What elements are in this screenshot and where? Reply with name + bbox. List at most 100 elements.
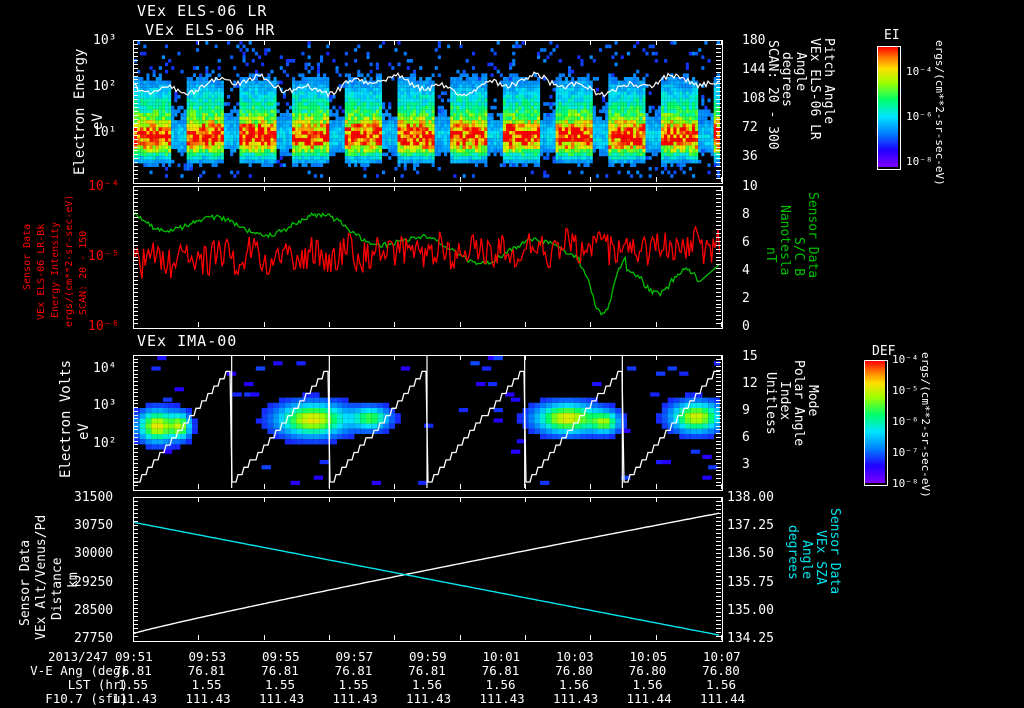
panel3-plot-area — [133, 355, 723, 491]
panel3-minor-tick — [716, 477, 721, 479]
panel1-minor-tick — [716, 154, 721, 156]
panel4-minor-tick — [133, 564, 138, 566]
panel1-minor-tick — [716, 87, 721, 89]
panel4-minor-tick — [716, 632, 721, 634]
panel4-minor-tick — [133, 600, 138, 602]
panel2-minor-tick — [133, 319, 138, 321]
colorbar-ei-title: EI — [884, 28, 900, 43]
panel3-minor-tick — [133, 388, 138, 390]
panel1-minor-tick — [133, 162, 138, 164]
panel1-xtick — [133, 177, 134, 182]
panel4-ylabel-3: Distance — [50, 557, 65, 620]
panel4-minor-tick — [133, 612, 138, 614]
panel1-xtick — [525, 177, 526, 182]
panel2-xtick — [133, 186, 134, 191]
panel3-minor-tick — [133, 481, 138, 483]
panel1-minor-tick — [133, 126, 138, 128]
panel2-xtick — [329, 322, 330, 327]
panel1-minor-tick — [133, 130, 138, 132]
panel4-y2label-2: VEx SZA — [813, 530, 828, 585]
panel3-minor-tick — [133, 485, 138, 487]
panel2-minor-tick — [716, 299, 721, 301]
panel2-minor-tick — [716, 311, 721, 313]
panel4-minor-tick — [133, 524, 138, 526]
panel3-ylabel-2: eV — [76, 423, 92, 440]
panel4-ytick-0: 31500 — [74, 490, 114, 505]
parameter-value: 76.81 — [261, 663, 299, 678]
panel1-minor-tick — [716, 178, 721, 180]
panel3-minor-tick — [716, 414, 721, 416]
panel4-xtick — [133, 497, 134, 502]
panel1-title-hr: VEx ELS-06 HR — [145, 21, 276, 39]
colorbar-def-tick-3: 10⁻⁷ — [892, 446, 919, 459]
panel3-minor-tick — [716, 425, 721, 427]
panel1-xtick — [394, 177, 396, 182]
panel4-minor-tick — [716, 628, 721, 630]
time-tick-label: 10:01 — [482, 649, 521, 664]
panel2-y2label-4: nT — [763, 247, 778, 263]
panel2-minor-tick — [716, 209, 721, 211]
panel2-minor-tick — [133, 291, 138, 293]
panel1-minor-tick — [133, 114, 138, 116]
panel3-title: VEx IMA-00 — [137, 332, 238, 350]
panel2-y2label-1: Sensor Data — [805, 192, 820, 279]
panel1-minor-tick — [133, 111, 138, 112]
panel4-minor-tick — [133, 584, 138, 586]
panel2-xtick — [394, 186, 396, 191]
panel2-ytick-1: 10⁻⁵ — [88, 249, 120, 264]
panel2-minor-tick — [716, 295, 721, 297]
panel3-xtick — [133, 484, 134, 489]
panel3-minor-tick — [716, 440, 721, 442]
panel3-minor-tick — [133, 429, 138, 431]
panel2-xtick — [329, 186, 330, 191]
colorbar-ei — [877, 46, 901, 170]
parameter-value: 111.43 — [185, 691, 231, 706]
panel1-minor-tick — [133, 83, 138, 85]
panel4-xtick — [198, 635, 200, 640]
panel4-minor-tick — [716, 528, 721, 530]
panel2-minor-tick — [716, 240, 721, 242]
time-tick-label: 10:03 — [556, 649, 594, 664]
panel2-ytick-0: 10⁻⁴ — [88, 179, 120, 194]
panel2-minor-tick — [716, 252, 721, 254]
time-tick-label: 09:53 — [188, 649, 227, 664]
panel2-minor-tick — [716, 193, 721, 195]
parameter-value: 76.81 — [334, 663, 373, 678]
panel1-xtick — [198, 177, 200, 182]
panel1-y2label-3: Angle — [793, 52, 808, 92]
panel3-xtick — [329, 484, 330, 489]
panel2-xtick — [525, 186, 526, 191]
panel3-ytick-0: 10⁴ — [93, 361, 117, 376]
panel3-minor-tick — [716, 481, 721, 483]
panel3-minor-tick — [716, 388, 721, 390]
panel2-plot-area — [133, 186, 723, 329]
panel2-minor-tick — [133, 295, 138, 297]
panel2-xtick — [459, 186, 461, 191]
panel4-xtick — [459, 635, 461, 640]
panel2-minor-tick — [716, 291, 721, 293]
panel4-ytick-2: 30000 — [74, 546, 114, 561]
panel3-y2tick-2: 9 — [742, 403, 750, 418]
panel4-minor-tick — [133, 616, 138, 618]
panel4-ytick-5: 27750 — [74, 631, 114, 646]
panel2-xtick — [525, 322, 526, 327]
panel2-xtick — [133, 322, 134, 327]
panel2-y2tick-1: 8 — [742, 207, 750, 222]
panel4-xtick — [263, 635, 265, 640]
panel3-minor-tick — [716, 407, 721, 409]
panel3-minor-tick — [716, 395, 721, 397]
panel1-y2tick-4: 36 — [742, 149, 758, 164]
colorbar-def-tick-0: 10⁻⁴ — [892, 353, 919, 366]
panel2-ylabel-2: VEx ELS-06 LR-Bk — [36, 223, 47, 320]
panel3-minor-tick — [716, 474, 721, 476]
panel4-ylabel-4: km — [66, 572, 81, 588]
panel4-minor-tick — [133, 500, 138, 502]
panel2-xtick — [394, 322, 396, 327]
panel2-minor-tick — [133, 315, 138, 317]
panel2-minor-tick — [133, 193, 138, 195]
panel3-minor-tick — [133, 433, 138, 435]
colorbar-def-tick-1: 10⁻⁵ — [892, 384, 919, 397]
panel2-minor-tick — [133, 201, 138, 203]
panel3-minor-tick — [133, 436, 138, 438]
panel4-minor-tick — [133, 588, 138, 590]
